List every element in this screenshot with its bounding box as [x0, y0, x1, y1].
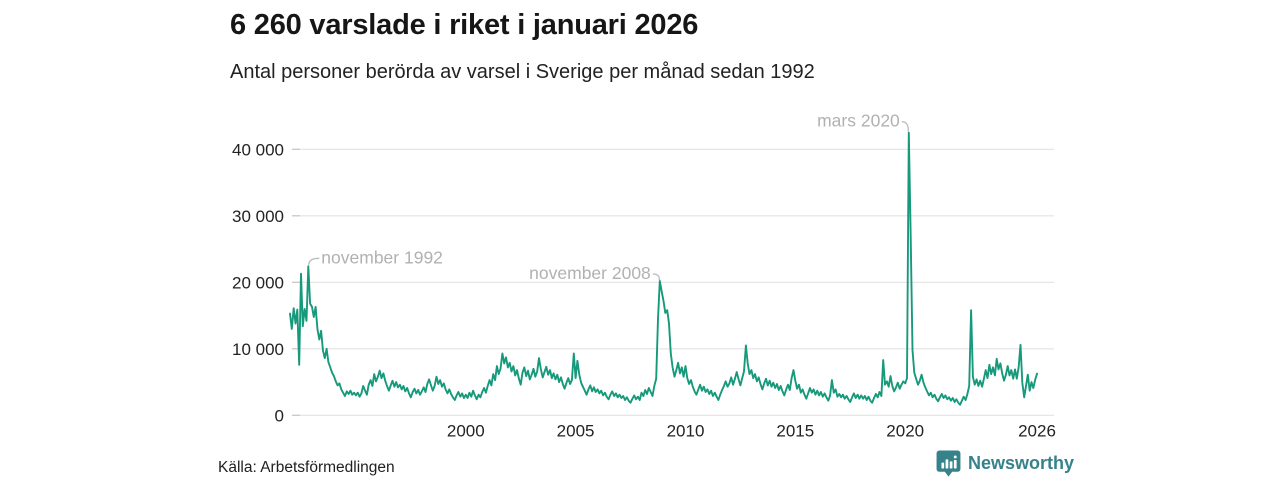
x-tick-label: 2015: [776, 422, 814, 441]
newsworthy-icon: [936, 450, 961, 477]
y-tick-label: 40 000: [232, 140, 284, 159]
y-tick-label: 20 000: [232, 273, 284, 292]
annotations: november 1992 november 2008 mars 2020: [308, 111, 909, 283]
brand-logo: Newsworthy: [936, 450, 1074, 477]
y-tick-label: 10 000: [232, 340, 284, 359]
y-tick-label: 30 000: [232, 207, 284, 226]
chart-subtitle: Antal personer berörda av varsel i Sveri…: [230, 61, 815, 83]
annotation-leader: [652, 273, 660, 281]
y-axis-labels: 0 10 000 20 000 30 000 40 000: [232, 140, 284, 425]
x-tick-label: 2000: [447, 422, 485, 441]
x-tick-label: 2020: [886, 422, 924, 441]
page-title: 6 260 varslade i riket i januari 2026: [230, 9, 699, 41]
x-tick-label: 2005: [557, 422, 595, 441]
source-credit: Källa: Arbetsförmedlingen: [218, 459, 395, 476]
x-tick-label: 2010: [667, 422, 705, 441]
brand-name: Newsworthy: [968, 453, 1075, 473]
y-tick-label: 0: [275, 406, 284, 425]
series-line: [289, 131, 1038, 406]
gridlines: [292, 148, 1054, 416]
data-series: [289, 131, 1038, 406]
annotation-label: mars 2020: [817, 111, 900, 131]
annotation-label: november 1992: [321, 247, 443, 267]
x-tick-label: 2026: [1018, 422, 1056, 441]
annotation-leader: [901, 121, 909, 132]
annotation-label: november 2008: [529, 263, 651, 283]
annotation-leader: [308, 257, 320, 266]
logo-bubble-shape: [936, 450, 961, 477]
x-axis-labels: 2000 2005 2010 2015 2020 2026: [447, 422, 1056, 441]
